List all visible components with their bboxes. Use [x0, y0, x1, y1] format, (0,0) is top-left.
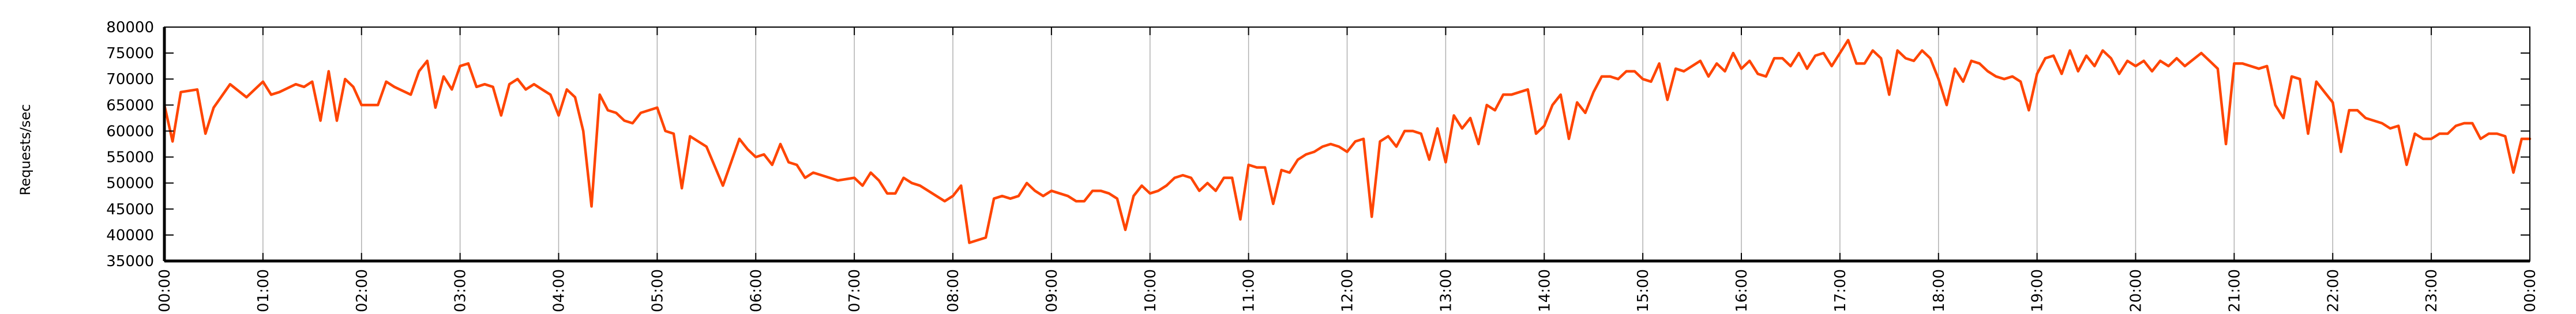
y-tick-label: 45000: [106, 201, 154, 218]
x-tick-label: 23:00: [2423, 269, 2440, 312]
x-tick-label: 05:00: [649, 269, 666, 312]
x-tick-label: 09:00: [1043, 269, 1061, 312]
y-tick-label: 35000: [106, 253, 154, 270]
y-tick-label: 50000: [106, 175, 154, 192]
x-tick-label: 08:00: [945, 269, 962, 312]
x-tick-label: 03:00: [452, 269, 470, 312]
x-tick-label: 10:00: [1142, 269, 1159, 312]
series-line: [163, 39, 2532, 244]
x-tick-label: 06:00: [748, 269, 765, 312]
x-tick-label: 00:00: [2522, 269, 2539, 312]
y-tick-label: 40000: [106, 227, 154, 244]
y-axis: 35000 40000 45000 50000 55000 60000 65000 70000…: [106, 19, 2530, 270]
y-tick-label: 65000: [106, 97, 154, 114]
x-tick-label: 13:00: [1437, 269, 1455, 312]
x-tick-label: 16:00: [1733, 269, 1751, 312]
x-tick-label: 07:00: [846, 269, 863, 312]
grid-lines: [262, 27, 2432, 261]
y-tick-label: 80000: [106, 19, 154, 36]
x-tick-label: 02:00: [354, 269, 371, 312]
y-tick-label: 60000: [106, 123, 154, 140]
x-tick-label: 01:00: [255, 269, 272, 312]
x-axis: 00:00 01:00 02:00 03:00 04:00 05:00 06:00 07:00…: [156, 27, 2539, 312]
x-tick-label: 19:00: [2029, 269, 2046, 312]
x-tick-label: 04:00: [551, 269, 568, 312]
x-tick-label: 18:00: [1931, 269, 1948, 312]
y-tick-label: 75000: [106, 45, 154, 62]
x-tick-label: 12:00: [1339, 269, 1357, 312]
series-layer: [163, 39, 2532, 244]
y-tick-label: 70000: [106, 71, 154, 88]
x-tick-label: 15:00: [1635, 269, 1652, 312]
x-tick-label: 00:00: [156, 269, 174, 312]
x-tick-label: 14:00: [1536, 269, 1553, 312]
x-tick-label: 17:00: [1832, 269, 1849, 312]
x-tick-label: 21:00: [2226, 269, 2243, 312]
y-axis-title: Requests/sec: [17, 104, 33, 196]
x-tick-label: 22:00: [2325, 269, 2342, 312]
x-tick-label: 20:00: [2128, 269, 2145, 312]
x-tick-label: 11:00: [1241, 269, 1258, 312]
y-tick-label: 55000: [106, 149, 154, 167]
